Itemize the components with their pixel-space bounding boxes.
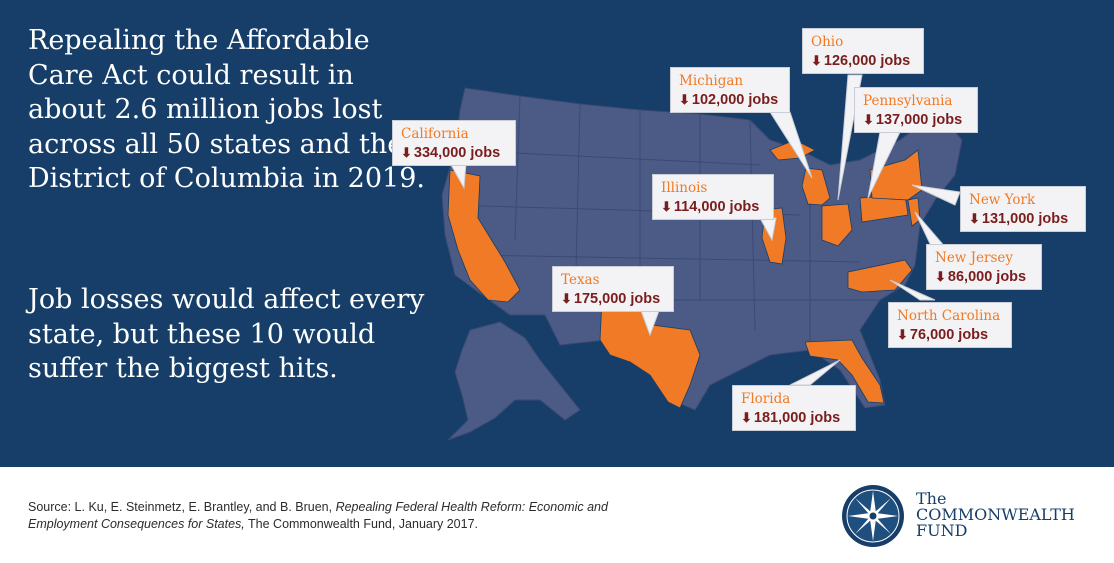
callout-jobs-value: ⬇ 102,000 jobs [679, 92, 779, 108]
callout-state-name: California [401, 126, 469, 142]
callout-jobs-value: ⬇ 175,000 jobs [561, 291, 661, 307]
subheadline-text: Job losses would affect every state, but… [28, 284, 425, 384]
compass-star-icon [842, 485, 904, 547]
infographic-panel: Repealing the Affordable Care Act could … [0, 0, 1114, 467]
down-arrow-icon: ⬇ [741, 410, 752, 425]
california-shape [447, 169, 521, 303]
callout-california: California ⬇ 334,000 jobs [392, 120, 516, 166]
down-arrow-icon: ⬇ [401, 145, 412, 160]
callout-north-carolina: North Carolina ⬇ 76,000 jobs [888, 302, 1012, 348]
headline-text: Repealing the Affordable Care Act could … [28, 25, 425, 194]
down-arrow-icon: ⬇ [561, 291, 572, 306]
ohio-shape [821, 203, 853, 247]
down-arrow-icon: ⬇ [969, 211, 980, 226]
callout-jobs-value: ⬇ 131,000 jobs [969, 211, 1069, 227]
down-arrow-icon: ⬇ [897, 327, 908, 342]
callout-state-name: Florida [741, 391, 791, 407]
down-arrow-icon: ⬇ [863, 112, 874, 127]
alaska-shape [447, 321, 581, 441]
callout-state-name: North Carolina [897, 308, 1001, 324]
callout-jobs-value: ⬇ 334,000 jobs [401, 145, 501, 161]
callout-illinois: Illinois ⬇ 114,000 jobs [652, 174, 774, 220]
callout-state-name: Michigan [679, 73, 744, 89]
callout-texas: Texas ⬇ 175,000 jobs [552, 266, 674, 312]
footer: Source: L. Ku, E. Steinmetz, E. Brantley… [0, 467, 1114, 563]
callout-jobs-value: ⬇ 86,000 jobs [935, 269, 1027, 285]
down-arrow-icon: ⬇ [679, 92, 690, 107]
callout-ohio: Ohio ⬇ 126,000 jobs [802, 28, 924, 74]
callout-state-name: New Jersey [935, 250, 1014, 266]
callout-florida: Florida ⬇ 181,000 jobs [732, 385, 856, 431]
callout-jobs-value: ⬇ 76,000 jobs [897, 327, 989, 343]
callout-jobs-value: ⬇ 126,000 jobs [811, 53, 911, 69]
callout-pennsylvania: Pennsylvania ⬇ 137,000 jobs [854, 87, 978, 133]
commonwealth-fund-logo: The COMMONWEALTH FUND [840, 479, 1100, 553]
callout-michigan: Michigan ⬇ 102,000 jobs [670, 67, 790, 113]
callout-new-jersey: New Jersey ⬇ 86,000 jobs [926, 244, 1042, 290]
michigan-lower-shape [801, 167, 831, 206]
down-arrow-icon: ⬇ [811, 53, 822, 68]
down-arrow-icon: ⬇ [661, 199, 672, 214]
source-citation: Source: L. Ku, E. Steinmetz, E. Brantley… [28, 500, 608, 531]
highlighted-states [447, 139, 923, 409]
callout-state-name: New York [969, 192, 1036, 208]
source-report-title: Repealing Federal Health Reform: Economi… [28, 500, 608, 531]
us-map [441, 74, 963, 441]
callout-state-name: Illinois [661, 180, 708, 196]
callout-state-name: Ohio [811, 34, 844, 50]
callout-new-york: New York ⬇ 131,000 jobs [960, 186, 1086, 232]
florida-shape [804, 339, 885, 404]
logo-wordmark: The COMMONWEALTH FUND [916, 489, 1075, 540]
callout-jobs-value: ⬇ 137,000 jobs [863, 112, 963, 128]
down-arrow-icon: ⬇ [935, 269, 946, 284]
callout-state-name: Pennsylvania [863, 93, 953, 109]
callout-jobs-value: ⬇ 114,000 jobs [661, 199, 760, 215]
callout-jobs-value: ⬇ 181,000 jobs [741, 410, 841, 426]
callout-state-name: Texas [561, 272, 600, 288]
